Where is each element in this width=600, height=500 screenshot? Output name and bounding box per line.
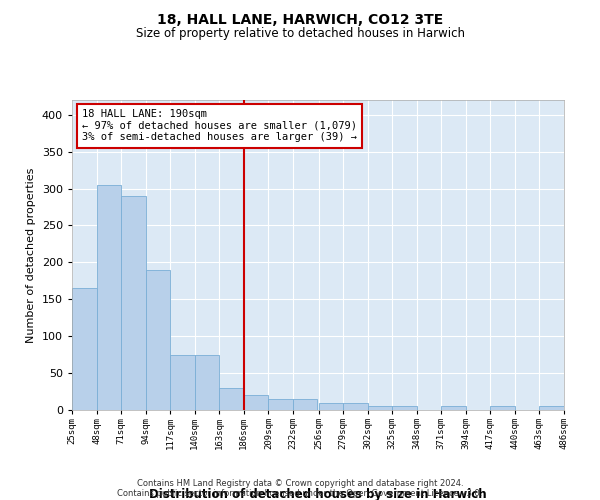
Bar: [268, 399, 293, 410]
Bar: [490, 406, 515, 410]
Bar: [146, 270, 170, 410]
Bar: [72, 288, 97, 410]
Bar: [392, 406, 417, 410]
Text: Size of property relative to detached houses in Harwich: Size of property relative to detached ho…: [136, 28, 464, 40]
Bar: [343, 402, 368, 410]
Bar: [97, 185, 121, 410]
Bar: [539, 406, 564, 410]
Bar: [195, 354, 219, 410]
X-axis label: Distribution of detached houses by size in Harwich: Distribution of detached houses by size …: [149, 488, 487, 500]
Y-axis label: Number of detached properties: Number of detached properties: [26, 168, 36, 342]
Text: Contains public sector information licensed under the Open Government Licence v3: Contains public sector information licen…: [118, 488, 482, 498]
Bar: [219, 388, 244, 410]
Bar: [319, 402, 343, 410]
Bar: [368, 406, 392, 410]
Text: 18 HALL LANE: 190sqm
← 97% of detached houses are smaller (1,079)
3% of semi-det: 18 HALL LANE: 190sqm ← 97% of detached h…: [82, 110, 357, 142]
Bar: [121, 196, 146, 410]
Bar: [441, 406, 466, 410]
Text: 18, HALL LANE, HARWICH, CO12 3TE: 18, HALL LANE, HARWICH, CO12 3TE: [157, 12, 443, 26]
Bar: [293, 399, 317, 410]
Bar: [170, 354, 195, 410]
Text: Contains HM Land Registry data © Crown copyright and database right 2024.: Contains HM Land Registry data © Crown c…: [137, 478, 463, 488]
Bar: [244, 395, 268, 410]
